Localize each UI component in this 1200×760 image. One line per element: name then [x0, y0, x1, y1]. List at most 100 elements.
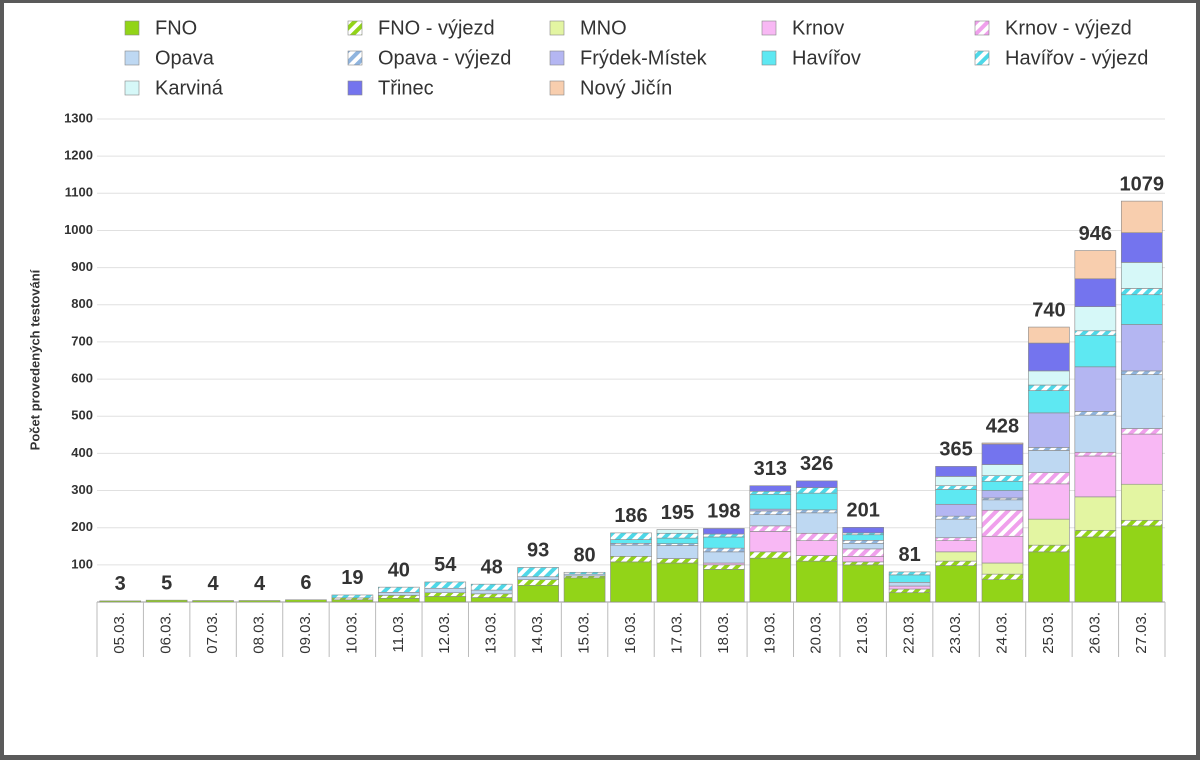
bar-segment — [795, 492, 838, 511]
bar-segment — [935, 537, 977, 541]
bar-segment — [842, 556, 884, 563]
bar-segment — [935, 466, 977, 477]
bar-segment — [1028, 412, 1070, 448]
total-label: 5 — [161, 572, 172, 594]
bar-segment — [935, 560, 977, 566]
bar-segment — [749, 551, 792, 559]
y-axis-label: Počet provedených testování — [27, 269, 42, 450]
bar-segment — [1120, 519, 1163, 527]
x-tick-label: 18.03. — [715, 612, 732, 654]
bar-segment — [470, 583, 513, 591]
bar-segment — [703, 536, 745, 549]
bar-segment — [1120, 374, 1163, 429]
bar-segment — [656, 558, 699, 564]
bar-segment — [981, 562, 1024, 575]
legend-label: Karviná — [155, 77, 224, 99]
bar-segment — [935, 515, 977, 520]
legend-label: Havířov - výjezd — [1005, 47, 1148, 69]
total-label: 186 — [614, 505, 647, 527]
bar-segment — [703, 569, 745, 603]
bar-segment — [935, 485, 977, 490]
bar-segment — [981, 490, 1024, 499]
bar-segment — [1074, 496, 1117, 531]
bar-segment — [935, 518, 977, 539]
bar-segment — [981, 579, 1024, 603]
x-tick-label: 27.03. — [1133, 612, 1150, 654]
legend-swatch — [347, 80, 363, 96]
bar-segment — [1074, 330, 1117, 336]
bar-segment — [1120, 370, 1163, 375]
bar-segment — [1120, 288, 1163, 296]
bar-segment — [424, 587, 467, 594]
bar-segment — [1028, 551, 1070, 603]
bar-segment — [1120, 428, 1163, 435]
bar-segment — [981, 499, 1024, 511]
bar-segment — [981, 464, 1024, 476]
y-tick-label: 800 — [71, 296, 93, 311]
x-tick-label: 24.03. — [993, 612, 1010, 654]
total-label: 198 — [707, 501, 740, 523]
x-tick-label: 19.03. — [761, 612, 778, 654]
x-tick-label: 09.03. — [297, 612, 314, 654]
bar-segment — [749, 557, 792, 603]
legend-label: Krnov - výjezd — [1005, 17, 1132, 39]
x-tick-label: 15.03. — [576, 612, 593, 654]
bar-segment — [1074, 366, 1117, 412]
bar-segment — [1028, 544, 1070, 553]
bar-segment — [424, 581, 467, 589]
bar-segment — [331, 599, 374, 603]
legend-label: Frýdek-Místek — [580, 47, 708, 69]
legend-label: Opava — [155, 47, 215, 69]
bar-segment — [1028, 450, 1070, 474]
y-tick-label: 400 — [71, 445, 93, 460]
bar-segment — [1120, 294, 1163, 325]
bar-segment — [842, 542, 884, 550]
legend-label: Nový Jičín — [580, 77, 672, 99]
y-tick-label: 900 — [71, 259, 93, 274]
total-label: 93 — [527, 540, 549, 562]
bar-segment — [935, 476, 977, 487]
y-tick-label: 300 — [71, 482, 93, 497]
bar-segment — [842, 564, 884, 603]
bar-segment — [749, 510, 792, 515]
legend-label: FNO - výjezd — [378, 17, 495, 39]
bar-segment — [703, 564, 745, 570]
bar-segment — [610, 561, 652, 603]
bar-segment — [145, 599, 188, 603]
bar-segment — [1074, 250, 1117, 280]
bar-segment — [517, 584, 559, 603]
bar-segment — [888, 588, 931, 594]
bar-segment — [749, 525, 792, 532]
bar-segment — [703, 547, 745, 553]
total-label: 81 — [898, 544, 920, 566]
legend-swatch — [549, 20, 565, 36]
y-tick-label: 1000 — [64, 222, 93, 237]
legend-swatch — [124, 50, 140, 66]
total-label: 195 — [661, 502, 694, 524]
bar-segment — [1074, 334, 1117, 368]
bar-segment — [470, 593, 513, 598]
bar-segment — [981, 475, 1024, 482]
bar-segment — [935, 551, 977, 562]
bar-segment — [656, 562, 699, 603]
bar-segment — [888, 571, 931, 576]
bar-segment — [888, 585, 931, 590]
bar-segment — [842, 527, 884, 534]
legend-label: Havířov — [792, 47, 861, 69]
bar-segment — [795, 560, 838, 603]
total-label: 80 — [573, 545, 595, 567]
bar-segment — [1120, 262, 1163, 289]
y-tick-label: 500 — [71, 408, 93, 423]
bar-segment — [238, 600, 281, 603]
x-tick-label: 08.03. — [250, 612, 267, 654]
bar-segment — [1028, 518, 1070, 546]
bar-segment — [888, 582, 931, 587]
total-label: 4 — [254, 573, 266, 595]
bar-segment — [656, 537, 699, 544]
legend-swatch — [974, 50, 990, 66]
x-tick-label: 26.03. — [1086, 612, 1103, 654]
bar-segment — [1074, 278, 1117, 307]
bar-segment — [1120, 483, 1163, 521]
bar-segment — [703, 551, 745, 564]
